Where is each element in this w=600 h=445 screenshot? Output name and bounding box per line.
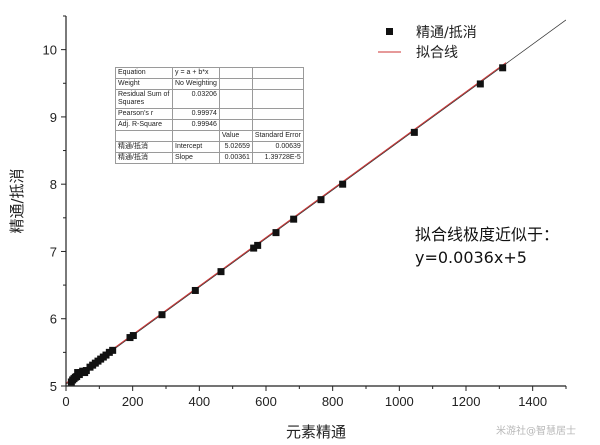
x-tick-label: 200: [122, 394, 144, 409]
stat-label: Pearson's r: [115, 108, 173, 120]
stat-empty: [218, 78, 253, 90]
stat-empty: [115, 130, 173, 142]
data-point: [339, 180, 347, 188]
stat-value: 0.99974: [172, 108, 220, 120]
data-point: [317, 196, 325, 204]
stat-row-name: 精通/抵消: [115, 152, 173, 164]
stat-empty: [251, 89, 304, 109]
fit-line: [66, 62, 507, 384]
stat-value: No Weighting: [172, 78, 220, 90]
y-tick-label: 5: [50, 379, 57, 394]
stat-empty: [251, 119, 304, 131]
stat-error: 1.39728E-5: [251, 152, 304, 164]
stat-empty: [251, 108, 304, 120]
data-point: [499, 64, 507, 72]
stat-error: 0.00639: [251, 141, 304, 153]
stat-col-header: Standard Error: [251, 130, 304, 142]
stat-value: 0.99946: [172, 119, 220, 131]
data-point: [250, 244, 258, 252]
stat-label: Equation: [115, 67, 173, 79]
data-point: [272, 229, 280, 237]
legend: 精通/抵消 拟合线: [378, 25, 477, 61]
data-point: [217, 268, 225, 276]
stat-row-name: 精通/抵消: [115, 141, 173, 153]
stat-value: y = a + b*x: [172, 67, 220, 79]
stat-empty: [172, 130, 220, 142]
fit-statistics-table: Equation y = a + b*x Weight No Weighting…: [115, 67, 304, 164]
stat-empty: [251, 67, 304, 79]
stat-label: Residual Sum of Squares: [115, 89, 173, 109]
stat-label: Weight: [115, 78, 173, 90]
watermark: 米游社@智慧居士: [496, 424, 576, 437]
axes: 0 200 400 600 800 1000 1200 1400 5 6 7 8 9 10 元素精通 精通/抵…: [8, 15, 567, 441]
data-point: [82, 367, 90, 375]
y-tick-label: 8: [50, 177, 57, 192]
y-tick-label: 10: [43, 43, 57, 58]
y-axis-title: 精通/抵消: [8, 168, 26, 233]
stat-value: 5.02659: [218, 141, 253, 153]
stat-value: 0.00361: [218, 152, 253, 164]
x-tick-label: 0: [62, 394, 69, 409]
fit-annotation-line1: 拟合线极度近似于：: [415, 225, 559, 244]
x-axis-title: 元素精通: [286, 423, 346, 441]
data-point: [254, 241, 262, 249]
stat-empty: [218, 108, 253, 120]
stat-label: Adj. R-Square: [115, 119, 173, 131]
stat-col-header: Value: [218, 130, 253, 142]
x-tick-label: 800: [322, 394, 344, 409]
legend-label-points: 精通/抵消: [416, 25, 477, 41]
stat-empty: [218, 119, 253, 131]
stat-param: Intercept: [172, 141, 220, 153]
y-tick-label: 6: [50, 312, 57, 327]
x-tick-label: 1200: [452, 394, 481, 409]
data-point: [191, 286, 199, 294]
legend-marker-points: [386, 28, 393, 35]
data-point: [129, 332, 137, 340]
data-point: [410, 128, 418, 136]
fit-annotation-line2: y=0.0036x+5: [415, 248, 527, 267]
x-tick-label: 400: [188, 394, 210, 409]
data-point: [109, 346, 117, 354]
data-point: [158, 311, 166, 319]
y-tick-label: 7: [50, 244, 57, 259]
stat-empty: [218, 89, 253, 109]
legend-label-fit-line: 拟合线: [416, 45, 458, 61]
series-group: [66, 19, 566, 386]
data-point: [476, 80, 484, 88]
stat-value: 0.03206: [172, 89, 220, 109]
data-point: [290, 215, 298, 223]
x-tick-label: 600: [255, 394, 277, 409]
x-tick-label: 1400: [518, 394, 547, 409]
stat-empty: [218, 67, 253, 79]
x-tick-label: 1000: [385, 394, 414, 409]
stat-empty: [251, 78, 304, 90]
y-tick-label: 9: [50, 110, 57, 125]
stat-param: Slope: [172, 152, 220, 164]
plot-area: [66, 19, 566, 386]
